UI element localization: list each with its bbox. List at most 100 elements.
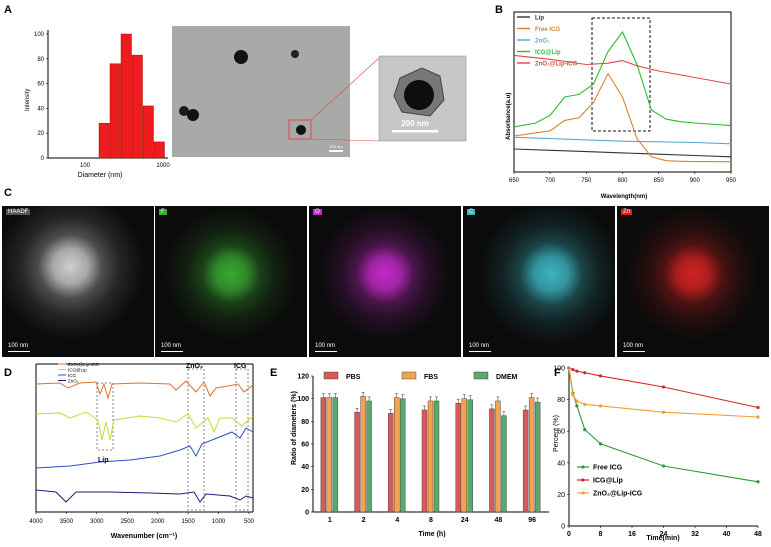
data-point [756,405,760,410]
bar [433,400,440,513]
panel-a-histogram: Intensity Diameter (nm) 100 1000 0 20 40 60… [25,30,170,179]
panel-d-xtick: 2500 [121,519,135,525]
panel-d-xtick: 3000 [90,519,104,525]
eds-element-tag: C [467,209,476,215]
bar [427,400,434,513]
legend-label: ZnO₂ [535,39,550,45]
legend-label: ICG@Lip [68,367,87,372]
panel-e-xtick: 24 [461,517,469,524]
panel-e-xtick: 8 [429,517,433,524]
bar [501,415,507,513]
eds-element-tag: HAADF [6,209,31,215]
eds-signal-blob [155,206,307,357]
histogram-bar [153,141,165,159]
panel-e-xtick: 1 [328,517,332,524]
tem-scale-label: 200 nm [329,144,343,149]
data-point [575,404,579,408]
legend-label: ICG [68,373,77,378]
panel-b-xtick: 950 [726,178,737,184]
eds-map-tile: F 100 nm [155,206,307,357]
panel-f-ytick: 0 [561,524,565,531]
legend-label: ZnO₂ [68,378,79,383]
bar [495,400,501,513]
legend-label: DMEM [496,374,518,381]
panel-label-f: F [554,367,561,379]
eds-element-tag: Zn [621,209,633,215]
eds-scale-bar [315,351,337,352]
panel-e-xtick: 4 [395,517,399,524]
bar [388,413,394,513]
panel-a-ytick: 80 [37,57,44,63]
data-point [661,464,666,468]
panel-e-ytick: 80 [301,419,309,426]
data-point [583,428,587,432]
panel-label-c: C [4,187,12,199]
panel-d-xtick: 1000 [212,519,226,525]
panel-b-xtick: 800 [617,178,628,184]
legend-swatch [323,371,339,380]
panel-b-uv-spectra: Absorbance(a.u) Wavelength(nm) 650 700 750… [506,11,737,200]
panel-d-xtick: 500 [244,519,255,525]
panel-f-xtick: 40 [723,531,731,538]
panel-f-ytick: 20 [557,492,565,499]
data-point [575,369,579,373]
histogram-bar [98,123,110,159]
eds-scale-label: 100 nm [623,343,644,349]
panel-b-xtick: 850 [654,178,665,184]
bar [467,399,473,513]
panel-e-ytick: 0 [305,510,309,517]
panel-b-ylabel: Absorbance(a.u) [506,93,512,140]
panel-f-degradation: Percent (%) Time(min) 0 8 16 24 32 40 48 0 20 40 6… [553,366,762,543]
eds-scale-label: 100 nm [8,343,29,349]
eds-scale-label: 100 nm [469,343,490,349]
panel-f-xtick: 32 [691,531,699,538]
panel-f-ylabel: Percent (%) [553,415,560,452]
panel-d-lip-label: Lip [98,457,109,464]
bar [522,409,529,513]
eds-scale-bar [469,351,491,352]
histogram-bar [109,63,121,159]
panel-d-xtick: 3500 [60,519,74,525]
histogram-bar [142,105,154,159]
panel-f-ytick: 100 [553,366,565,373]
legend-label: ICG@Lip [535,50,561,56]
panel-a-xlabel: Diameter (nm) [78,172,123,179]
panel-f-xtick: 48 [754,531,762,538]
panel-e-ytick: 60 [301,442,309,449]
eds-scale-bar [623,351,645,352]
tem-inset: 200 nm [378,55,467,142]
series-line [513,148,732,158]
panel-b-xlabel: Wavelength(nm) [601,194,647,200]
inset-scale-label: 200 nm [401,119,429,128]
bar [421,409,428,513]
legend-label: PBS [346,374,361,381]
data-point [583,371,587,375]
panel-d-xtick: 2000 [151,519,165,525]
eds-signal-blob [309,206,461,357]
panel-a-ytick: 20 [37,131,44,137]
data-point [598,374,603,378]
legend-label: ZnO₂@Lip-ICG [593,491,643,498]
panel-e-ylabel: Ratio of diameters (%) [291,391,298,465]
eds-signal-blob [617,206,769,357]
histogram-bar [120,33,132,159]
eds-signal-blob [2,206,154,357]
panel-e-ytick: 120 [297,374,309,381]
panel-a-ylabel: Intensity [25,89,31,111]
data-point [575,399,579,403]
eds-map-tile: HAADF 100 nm [2,206,154,357]
eds-signal-blob [463,206,615,357]
panel-f-ytick: 40 [557,460,565,467]
panel-f-xtick: 0 [567,531,571,538]
eds-scale-bar [161,351,183,352]
legend-label: Lip [535,16,544,22]
bar [354,412,360,513]
panel-b-xtick: 900 [690,178,701,184]
panel-e-xlabel: Time (h) [418,531,445,538]
panel-label-e: E [270,367,277,379]
data-point [571,393,575,397]
panel-e-xtick: 48 [495,517,503,524]
series-line [513,72,732,163]
bar [360,396,366,513]
panel-e-ytick: 20 [301,487,309,494]
